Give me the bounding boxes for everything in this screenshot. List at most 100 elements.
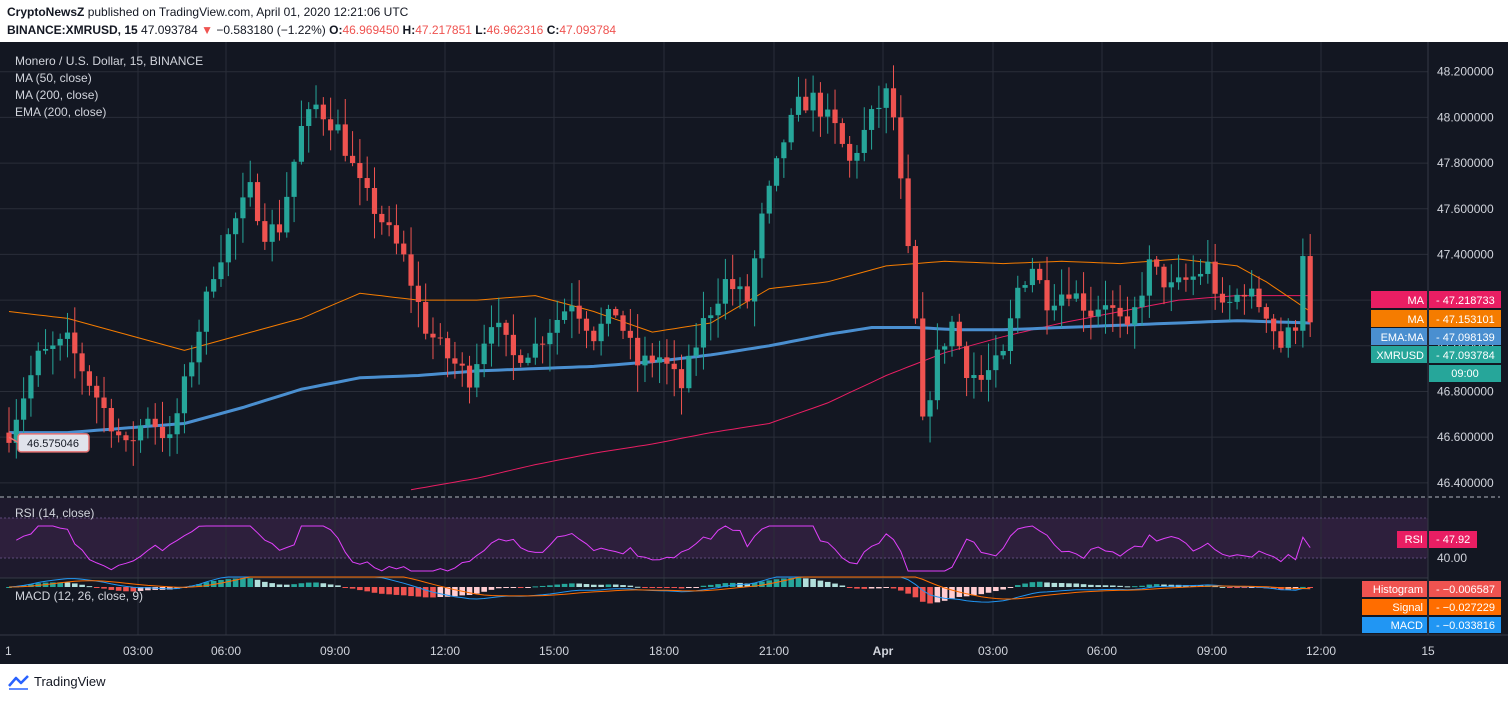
candle-up — [927, 400, 933, 417]
candle-down — [94, 385, 100, 398]
macd-histogram-bar — [795, 577, 802, 587]
candle-up — [1227, 301, 1233, 303]
candle-up — [1029, 268, 1035, 286]
macd-histogram-bar — [1073, 583, 1080, 587]
macd-histogram-bar — [664, 587, 670, 588]
macd-histogram-bar — [357, 587, 363, 591]
price-tick-label: 48.200000 — [1437, 65, 1494, 79]
macd-pane — [6, 576, 1313, 604]
candle-up — [766, 185, 772, 214]
high-value: 47.217851 — [415, 23, 472, 37]
quote-line: BINANCE:XMRUSD, 15 47.093784 ▼ −0.583180… — [7, 23, 616, 37]
candle-up — [693, 347, 699, 356]
candle-up — [686, 355, 692, 389]
candle-down — [1212, 261, 1218, 294]
callout-box — [17, 433, 90, 453]
candle-up — [291, 161, 297, 197]
macd-histogram-bar — [1088, 584, 1094, 587]
candle-down — [1292, 327, 1299, 331]
macd-histogram-bar — [817, 580, 824, 587]
axis-value-tag — [1429, 346, 1501, 363]
macd-histogram-bar — [1241, 587, 1248, 588]
candle-down — [847, 143, 853, 161]
candle-up — [942, 346, 948, 350]
macd-histogram-bar — [298, 583, 305, 587]
macd-histogram-bar — [269, 583, 275, 587]
candle-up — [715, 303, 721, 316]
candle-up — [1205, 261, 1211, 274]
candle-down — [678, 369, 685, 389]
macd-histogram-bar — [247, 578, 254, 587]
time-tick-label: 03:00 — [123, 644, 153, 658]
macd-histogram-bar — [824, 581, 831, 587]
time-tick-label: 03:00 — [978, 644, 1008, 658]
candle-up — [218, 262, 224, 280]
macd-histogram-bar — [50, 582, 56, 587]
macd-histogram-bar — [313, 582, 319, 587]
close-value: 47.093784 — [559, 23, 617, 37]
macd-histogram-bar — [1300, 586, 1306, 588]
candle-down — [576, 305, 582, 319]
candle-up — [971, 375, 977, 379]
candle-up — [189, 362, 195, 377]
candle-down — [583, 318, 590, 331]
macd-histogram-bar — [1095, 585, 1101, 587]
time-tick-label: 12:00 — [1306, 644, 1336, 658]
candle-up — [64, 332, 71, 339]
candle-down — [130, 440, 136, 442]
candle-down — [254, 182, 261, 222]
candle-down — [649, 355, 655, 363]
macd-histogram-bar — [1153, 584, 1160, 587]
tradingview-logo-icon — [8, 675, 29, 690]
macd-histogram-bar — [517, 587, 524, 588]
candle-up — [335, 124, 341, 131]
axis-value-tag — [1429, 328, 1501, 345]
macd-histogram-bar — [422, 587, 429, 598]
price-change: −0.583180 (−1.22%) — [216, 23, 326, 37]
macd-histogram-bar — [547, 585, 553, 587]
candle-down — [437, 337, 443, 339]
candle-up — [174, 413, 180, 435]
macd-name-text: Signal — [1392, 602, 1423, 614]
candle-down — [1124, 316, 1131, 325]
macd-histogram-bar — [174, 587, 180, 589]
macd-histogram-bar — [949, 587, 955, 599]
candle-down — [386, 222, 392, 226]
legend-title: Monero / U.S. Dollar, 15, BINANCE — [15, 54, 203, 68]
macd-histogram-bar — [861, 587, 868, 589]
macd-histogram-bar — [71, 583, 78, 587]
candle-up — [605, 309, 612, 324]
candle-up — [488, 327, 495, 344]
candle-down — [1110, 305, 1116, 308]
candle-down — [803, 96, 809, 111]
rsi-name-tag — [1397, 531, 1427, 548]
candle-down — [620, 315, 626, 331]
candle-down — [445, 338, 451, 359]
macd-histogram-bar — [737, 582, 743, 587]
candle-up — [861, 129, 867, 153]
macd-histogram-bar — [802, 578, 809, 587]
axis-series-name: MA — [1408, 295, 1425, 307]
macd-histogram-bar — [656, 587, 663, 588]
candle-up — [1168, 282, 1174, 288]
grid — [0, 42, 1428, 635]
macd-histogram-bar — [934, 587, 941, 603]
candle-down — [540, 343, 546, 345]
candlestick-chart[interactable]: 48.200000 48.000000 47.800000 47.600000 47.4… — [0, 42, 1508, 664]
signal-path — [8, 576, 1311, 600]
macd-histogram-bar — [342, 587, 349, 588]
tradingview-brand: TradingView — [34, 674, 106, 689]
candle-down — [964, 346, 970, 379]
candle-up — [233, 218, 239, 235]
legend: Monero / U.S. Dollar, 15, BINANCE MA (50… — [15, 54, 203, 603]
candle-down — [905, 178, 911, 247]
axis-value-tag — [1429, 310, 1501, 327]
rsi-line — [16, 525, 1311, 572]
macd-histogram-bar — [1248, 587, 1255, 588]
macd-histogram-bar — [108, 587, 115, 590]
candle-up — [167, 434, 173, 439]
candle-down — [1271, 318, 1277, 332]
macd-histogram-bar — [686, 587, 692, 588]
author: CryptoNewsZ — [7, 5, 85, 19]
macd-histogram-bar — [612, 584, 619, 587]
